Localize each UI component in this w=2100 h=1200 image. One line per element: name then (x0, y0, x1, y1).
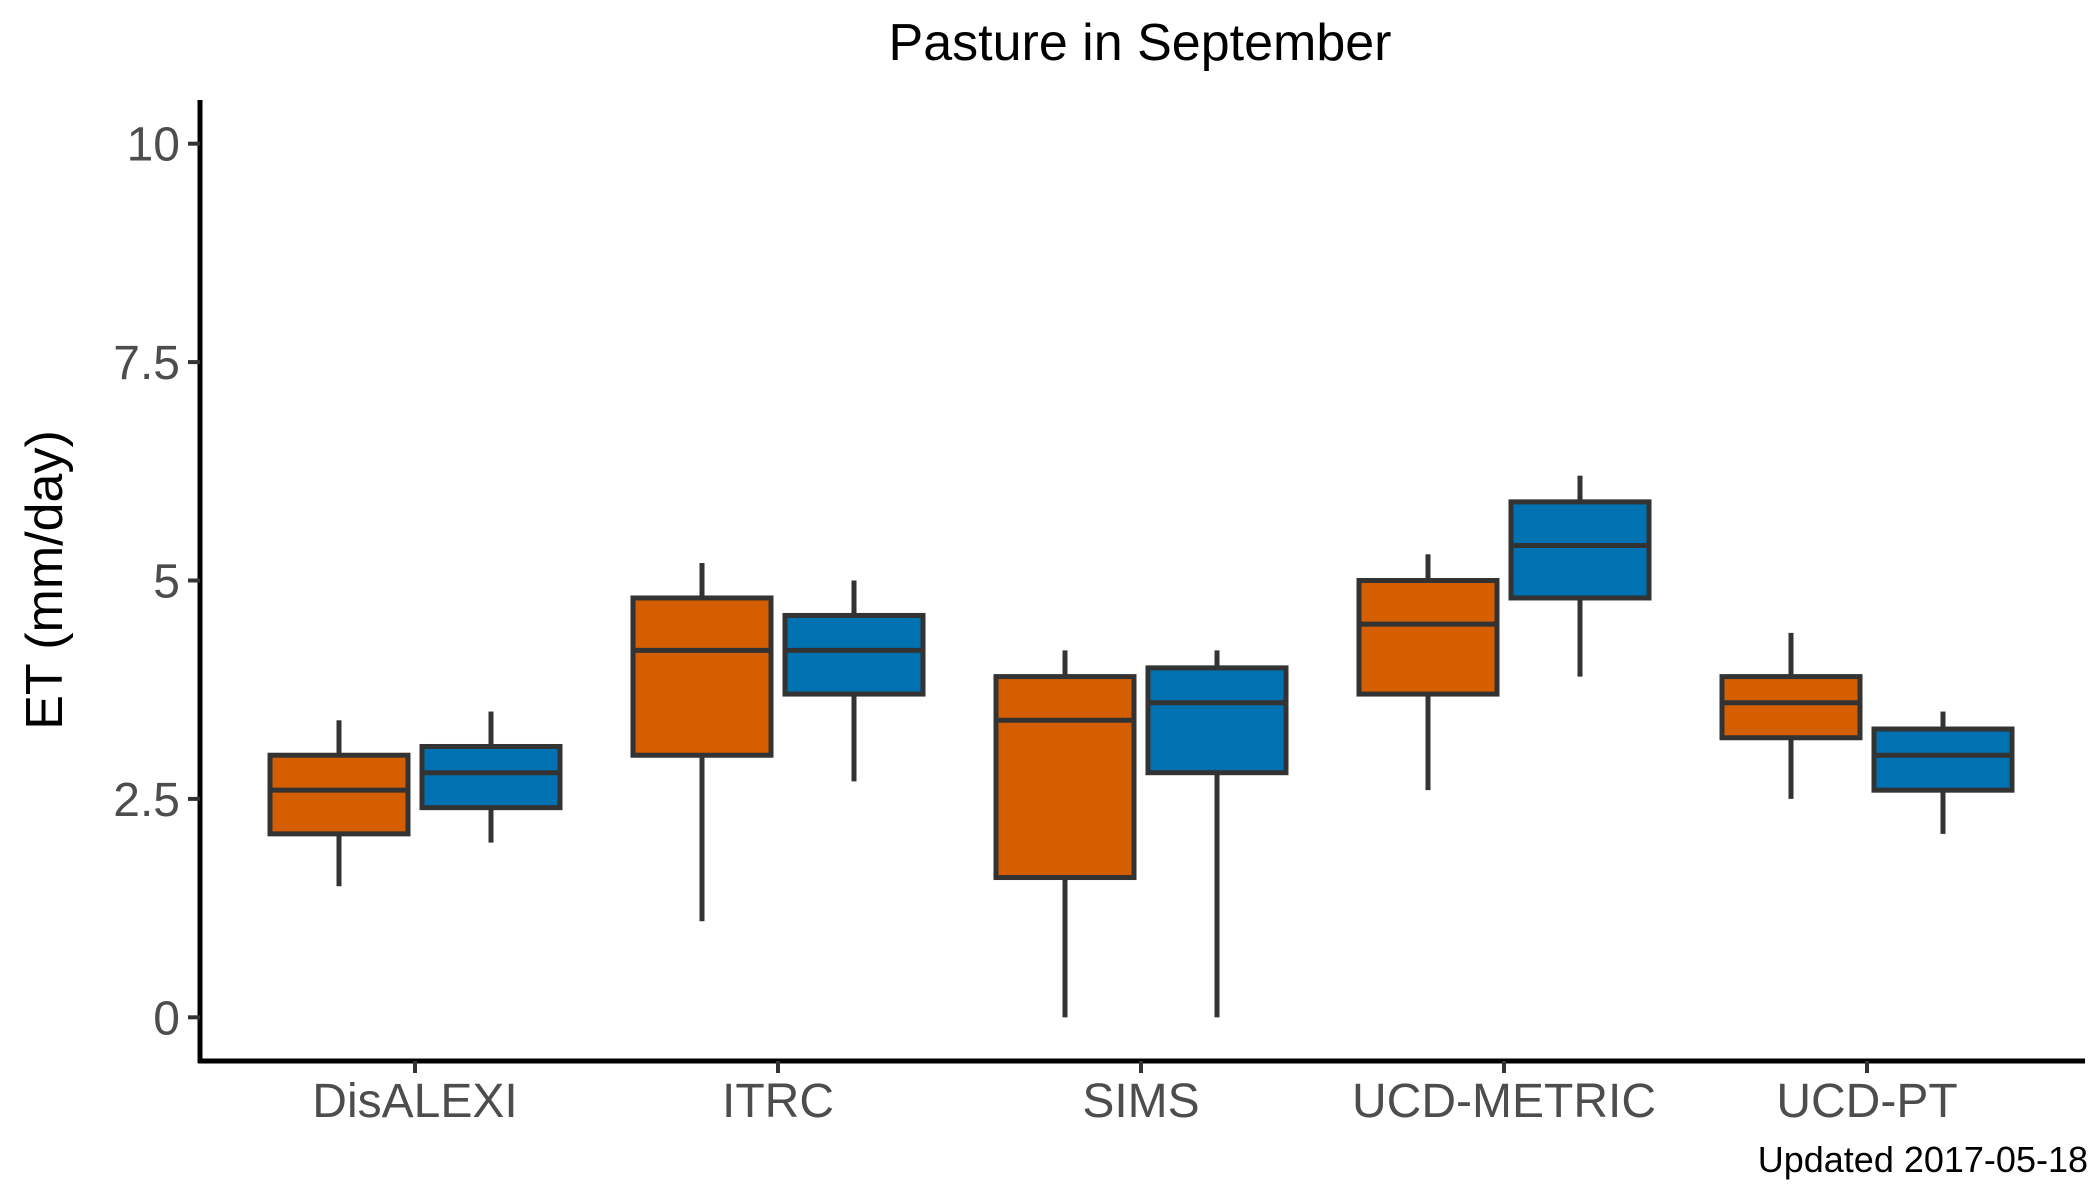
box-itrc-series-2 (782, 580, 926, 782)
box-sims-series-2 (1145, 650, 1289, 1018)
box-body (267, 752, 411, 837)
box-ucd-pt-series-2 (1871, 711, 2015, 834)
box-body (1871, 726, 2015, 793)
box-body (1719, 674, 1863, 741)
box-body (419, 743, 563, 811)
chart-title: Pasture in September (889, 14, 1392, 72)
updated-footnote: Updated 2017-05-18 (1758, 1139, 2088, 1180)
x-tick-label: UCD-PT (1776, 1075, 1957, 1128)
x-axis-ticks: DisALEXI ITRC SIMS UCD-METRIC UCD-PT (312, 1061, 1958, 1128)
y-tick-label: 0 (153, 992, 180, 1045)
y-axis-ticks: 0 2.5 5 7.5 10 (113, 119, 200, 1045)
box-disalexi-series-1 (267, 720, 411, 887)
box-itrc-series-1 (630, 563, 774, 922)
box-ucd-metric-series-1 (1356, 554, 1500, 791)
box-body (782, 612, 926, 697)
box-body (1356, 578, 1500, 697)
box-ucd-pt-series-1 (1719, 632, 1863, 799)
plot-area (267, 475, 2015, 1018)
y-tick-label: 5 (153, 556, 180, 609)
x-tick-label: ITRC (722, 1075, 834, 1128)
y-axis-label: ET (mm/day) (16, 430, 74, 730)
y-tick-label: 10 (127, 119, 180, 172)
y-tick-label: 2.5 (113, 774, 180, 827)
y-tick-label: 7.5 (113, 337, 180, 390)
x-tick-label: SIMS (1082, 1075, 1199, 1128)
x-tick-label: DisALEXI (312, 1075, 517, 1128)
box-ucd-metric-series-2 (1508, 475, 1652, 677)
box-body (993, 674, 1137, 881)
box-disalexi-series-2 (419, 711, 563, 843)
x-tick-label: UCD-METRIC (1352, 1075, 1656, 1128)
box-sims-series-1 (993, 650, 1137, 1018)
box-body (630, 595, 774, 758)
box-body (1508, 499, 1652, 601)
box-body (1145, 665, 1289, 776)
